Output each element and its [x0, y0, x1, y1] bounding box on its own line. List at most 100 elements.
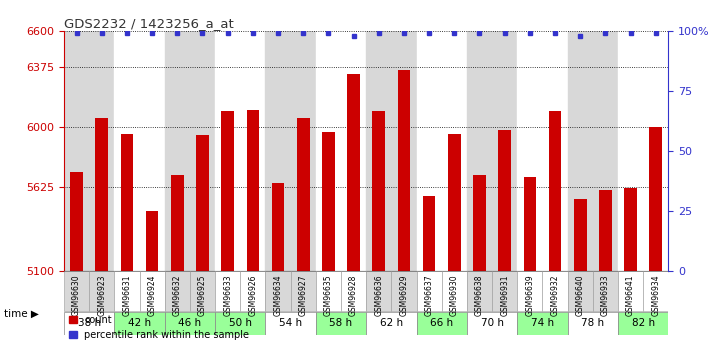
Bar [517, 31, 542, 272]
Bar [643, 31, 668, 272]
Bar [549, 111, 561, 272]
Bar [391, 31, 417, 272]
Legend: count, percentile rank within the sample: count, percentile rank within the sample [69, 315, 250, 340]
Bar [492, 272, 517, 310]
Bar [139, 31, 165, 272]
Bar [492, 31, 517, 272]
Bar [190, 272, 215, 310]
Bar [649, 127, 662, 272]
Bar [265, 31, 291, 272]
Text: GSM96933: GSM96933 [601, 275, 610, 316]
Bar [121, 134, 133, 272]
Bar [240, 272, 265, 310]
Text: GSM96637: GSM96637 [424, 275, 434, 316]
Bar [114, 272, 139, 310]
Bar [171, 175, 183, 272]
Bar [215, 31, 240, 272]
Bar [523, 177, 536, 272]
Text: GSM96640: GSM96640 [576, 275, 584, 316]
Bar [517, 272, 542, 310]
Text: 50 h: 50 h [229, 318, 252, 328]
Text: 58 h: 58 h [329, 318, 353, 328]
Text: GDS2232 / 1423256_a_at: GDS2232 / 1423256_a_at [64, 17, 234, 30]
Bar [366, 31, 391, 272]
Bar [165, 31, 190, 272]
Bar [64, 272, 89, 310]
Bar [291, 272, 316, 310]
Bar [240, 31, 265, 272]
Bar [442, 31, 467, 272]
Bar [593, 272, 618, 310]
Text: GSM96639: GSM96639 [525, 275, 535, 316]
Bar [114, 31, 139, 272]
Bar [542, 31, 567, 272]
Text: GSM96930: GSM96930 [450, 275, 459, 316]
Bar [89, 31, 114, 272]
Bar [417, 31, 442, 272]
Bar [593, 31, 618, 272]
Text: 70 h: 70 h [481, 318, 503, 328]
Bar [397, 69, 410, 272]
Text: GSM96633: GSM96633 [223, 275, 232, 316]
Bar [146, 210, 159, 272]
Bar [272, 183, 284, 272]
Bar [316, 312, 366, 335]
Bar [574, 199, 587, 272]
Text: GSM96634: GSM96634 [274, 275, 282, 316]
Bar [247, 110, 259, 272]
Text: 42 h: 42 h [128, 318, 151, 328]
Bar [423, 196, 435, 272]
Bar [297, 118, 309, 272]
Bar [114, 312, 165, 335]
Bar [215, 272, 240, 310]
Text: GSM96924: GSM96924 [148, 275, 156, 316]
Bar [517, 312, 567, 335]
Bar [391, 272, 417, 310]
Bar [165, 312, 215, 335]
Bar [498, 130, 511, 272]
Text: GSM96929: GSM96929 [400, 275, 408, 316]
Text: GSM96931: GSM96931 [500, 275, 509, 316]
Text: GSM96641: GSM96641 [626, 275, 635, 316]
Bar [467, 272, 492, 310]
Bar [265, 312, 316, 335]
Text: GSM96631: GSM96631 [122, 275, 132, 316]
Bar [618, 31, 643, 272]
Text: 82 h: 82 h [631, 318, 655, 328]
Text: GSM96632: GSM96632 [173, 275, 182, 316]
Bar [567, 31, 593, 272]
Bar [467, 312, 517, 335]
Bar [70, 172, 83, 272]
Bar [139, 272, 165, 310]
Text: GSM96630: GSM96630 [72, 275, 81, 316]
Bar [373, 111, 385, 272]
Text: GSM96923: GSM96923 [97, 275, 106, 316]
Text: GSM96934: GSM96934 [651, 275, 661, 316]
Bar [643, 272, 668, 310]
Text: GSM96932: GSM96932 [550, 275, 560, 316]
Bar [316, 272, 341, 310]
Text: 46 h: 46 h [178, 318, 201, 328]
Bar [95, 118, 108, 272]
Bar [442, 272, 467, 310]
Bar [417, 312, 467, 335]
Bar [366, 312, 417, 335]
Bar [291, 31, 316, 272]
Bar [347, 74, 360, 272]
Text: GSM96638: GSM96638 [475, 275, 484, 316]
Text: 38 h: 38 h [77, 318, 101, 328]
Bar [196, 135, 209, 272]
Bar [567, 272, 593, 310]
Bar [542, 272, 567, 310]
Bar [215, 312, 265, 335]
Text: GSM96927: GSM96927 [299, 275, 308, 316]
Text: GSM96925: GSM96925 [198, 275, 207, 316]
Bar [474, 175, 486, 272]
Bar [165, 272, 190, 310]
Bar [467, 31, 492, 272]
Bar [624, 188, 637, 272]
Text: GSM96928: GSM96928 [349, 275, 358, 316]
Bar [417, 272, 442, 310]
Text: GSM96635: GSM96635 [324, 275, 333, 316]
Bar [190, 31, 215, 272]
